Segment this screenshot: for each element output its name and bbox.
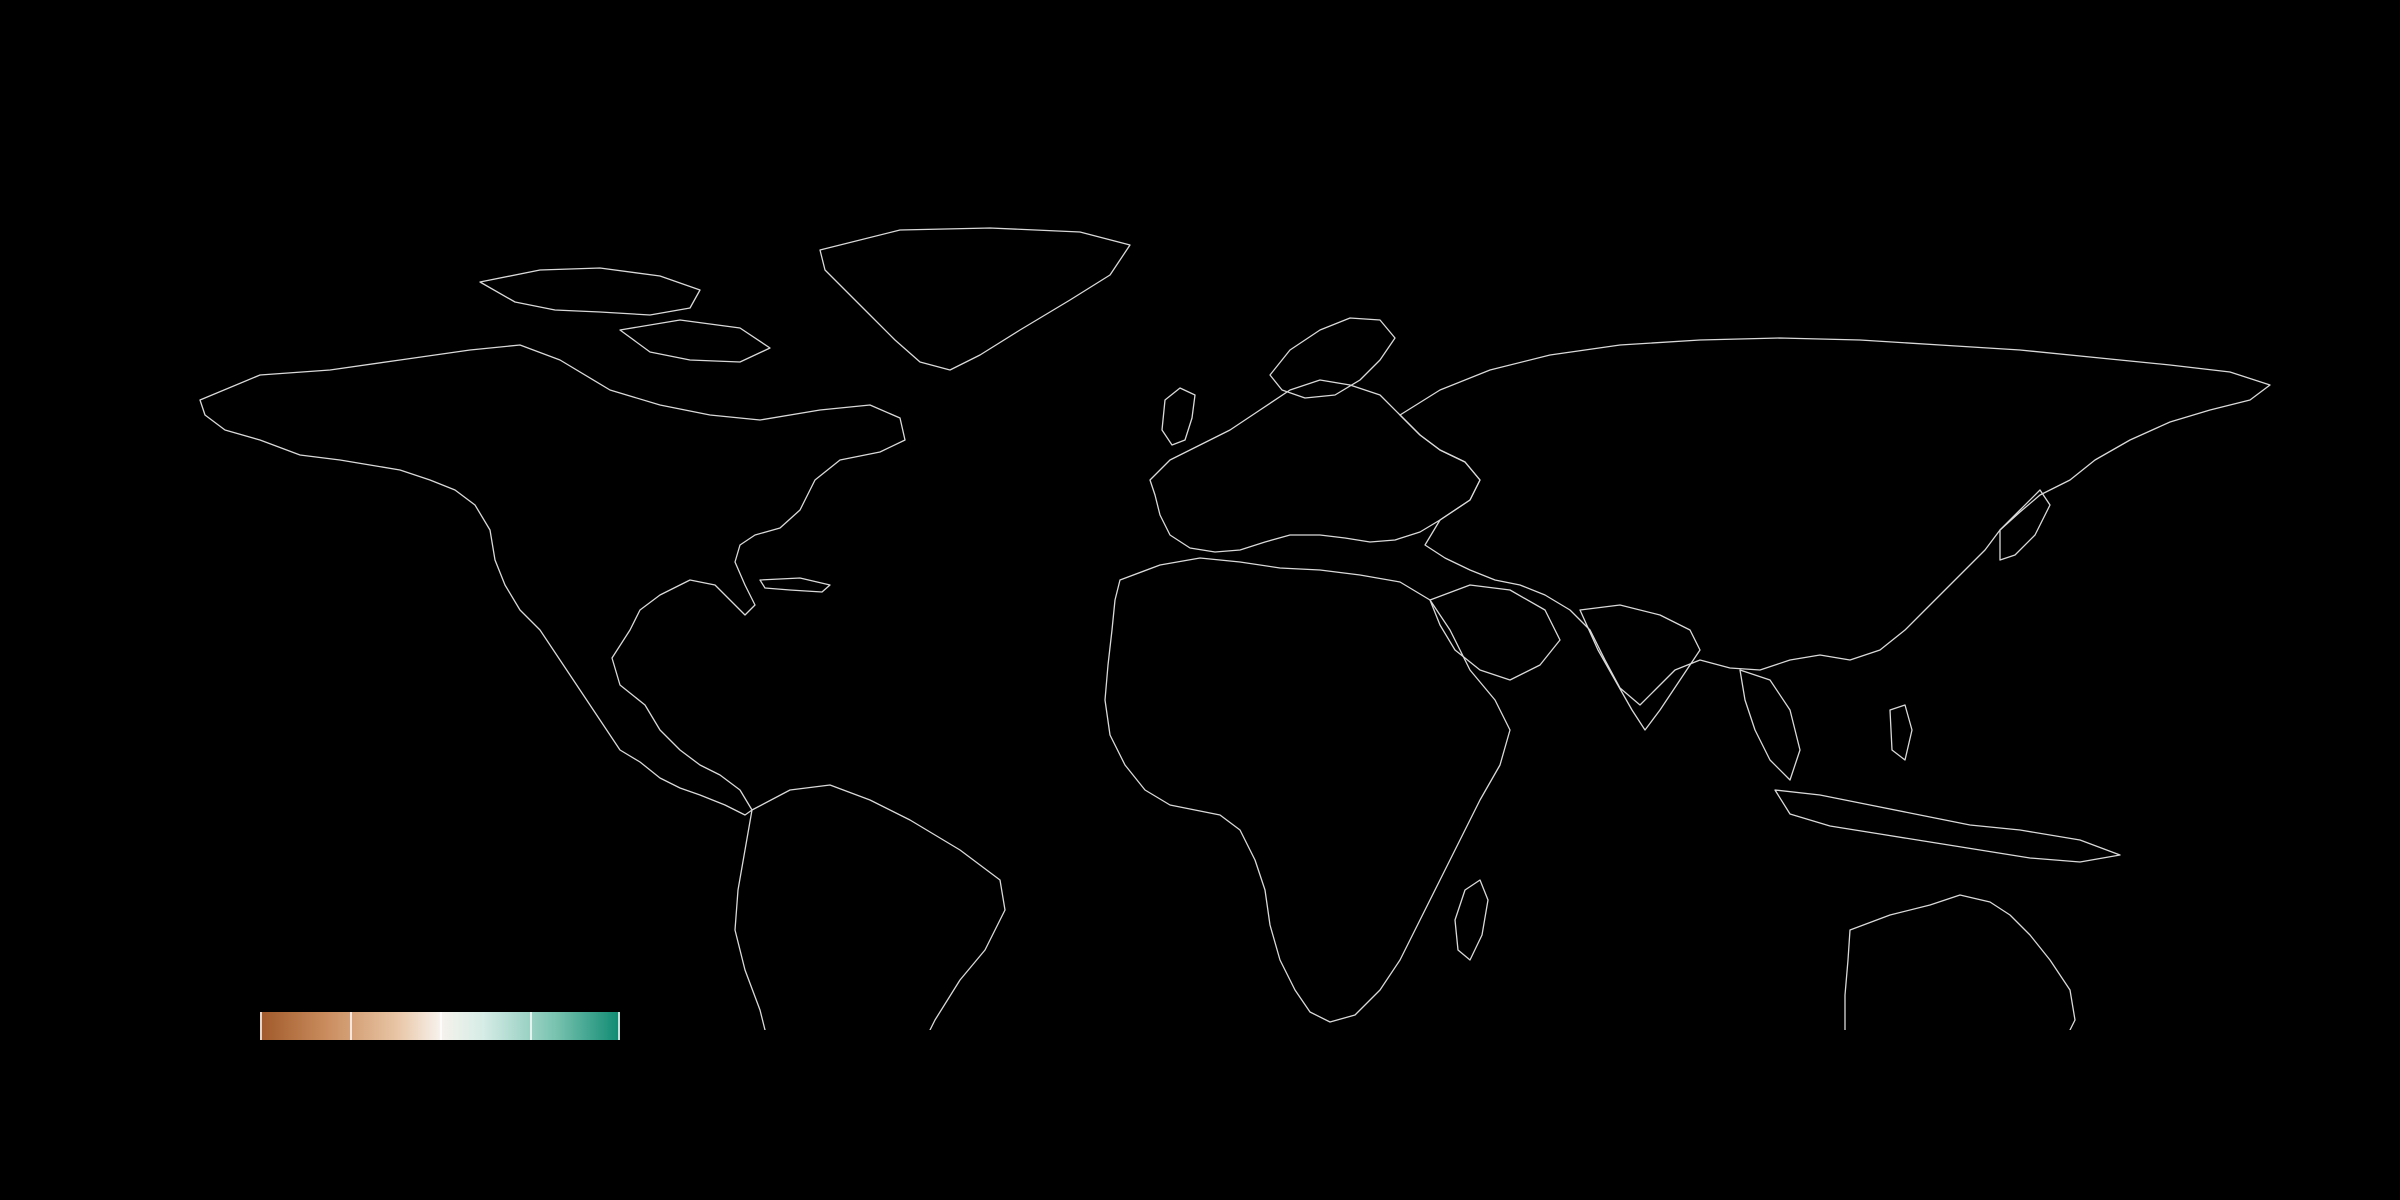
australia-outline <box>1844 894 2076 1030</box>
world-map <box>0 190 2400 1030</box>
scandinavia-outline <box>1269 317 1396 399</box>
legend-tick <box>260 1012 262 1040</box>
color-legend <box>230 1010 650 1110</box>
greenland-outline <box>819 227 1131 371</box>
south-america-outline <box>734 784 1006 1030</box>
madagascar-outline <box>1454 879 1489 961</box>
southeast-asia-outline <box>1739 669 1801 781</box>
legend-tick <box>350 1012 352 1040</box>
africa-outline <box>1104 557 1511 1023</box>
arctic-islands-2-outline <box>619 319 771 363</box>
legend-tick <box>530 1012 532 1040</box>
india-outline <box>1579 604 1701 731</box>
arctic-islands-outline <box>479 267 701 316</box>
indonesia-outline <box>1774 789 2121 863</box>
uk-outline <box>1161 387 1196 446</box>
europe-outline <box>1149 379 1481 553</box>
arabia-outline <box>1429 584 1561 681</box>
legend-tick <box>440 1012 442 1040</box>
world-map-svg <box>199 227 2271 1030</box>
legend-tick <box>618 1012 620 1040</box>
philippines-outline <box>1889 704 1913 761</box>
japan-outline <box>1999 489 2051 561</box>
north-america-outline <box>199 344 906 816</box>
asia-outline <box>1399 337 2271 706</box>
caribbean-outline <box>759 577 831 593</box>
